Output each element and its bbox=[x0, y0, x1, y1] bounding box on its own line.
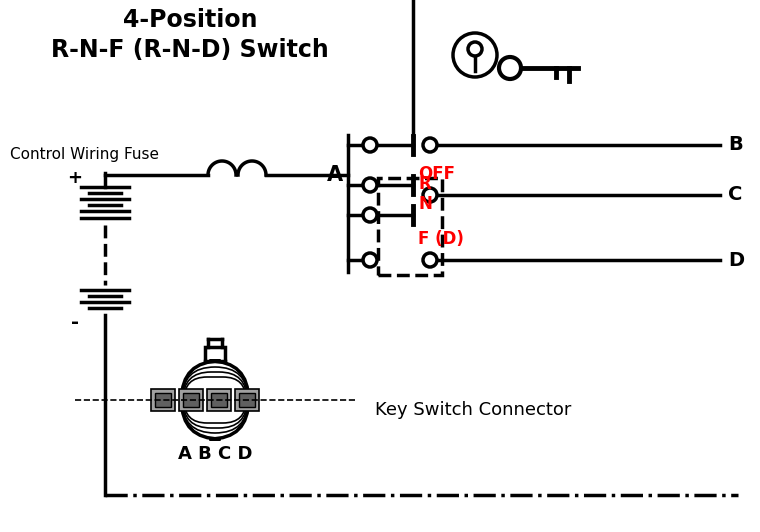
Text: A: A bbox=[327, 165, 343, 185]
Bar bbox=[179, 389, 203, 411]
Text: F (D): F (D) bbox=[418, 230, 464, 248]
Text: C: C bbox=[728, 186, 743, 204]
Bar bbox=[151, 389, 175, 411]
Text: B: B bbox=[728, 136, 743, 154]
Bar bbox=[155, 393, 171, 407]
Bar bbox=[235, 389, 259, 411]
Text: OFF: OFF bbox=[418, 165, 455, 183]
Bar bbox=[378, 178, 442, 275]
Text: -: - bbox=[71, 313, 79, 332]
Bar bbox=[183, 393, 199, 407]
Bar bbox=[207, 389, 231, 411]
Bar bbox=[211, 393, 227, 407]
Text: +: + bbox=[68, 169, 83, 187]
Text: Key Switch Connector: Key Switch Connector bbox=[375, 401, 572, 419]
Text: A B C D: A B C D bbox=[178, 445, 252, 463]
Bar bbox=[239, 393, 255, 407]
Text: D: D bbox=[728, 251, 744, 270]
Text: Control Wiring Fuse: Control Wiring Fuse bbox=[10, 147, 159, 162]
Text: R-N-F (R-N-D) Switch: R-N-F (R-N-D) Switch bbox=[51, 38, 329, 62]
Text: 4-Position: 4-Position bbox=[123, 8, 257, 32]
Text: N: N bbox=[418, 195, 432, 213]
Text: R: R bbox=[418, 175, 431, 193]
